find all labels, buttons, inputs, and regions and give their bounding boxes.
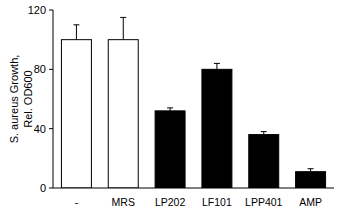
y-tick-label: 80 bbox=[34, 63, 46, 75]
marks bbox=[61, 17, 325, 188]
x-tick-label: - bbox=[75, 196, 79, 208]
x-tick-label: AMP bbox=[299, 196, 322, 208]
chart-container: 0 40 80 120 - MRS LP202 LF101 LPP401 AMP S. aureus… bbox=[0, 0, 339, 222]
y-axis-label: Rel. OD600 bbox=[22, 70, 34, 127]
y-axis-label: S. aureus Growth, bbox=[8, 55, 20, 144]
error-cap bbox=[261, 131, 267, 132]
bar bbox=[202, 69, 232, 188]
x-axis bbox=[53, 188, 334, 189]
x-tick-label: MRS bbox=[112, 196, 135, 208]
error-cap bbox=[120, 17, 126, 18]
bar bbox=[249, 135, 279, 188]
y-tick bbox=[49, 10, 53, 11]
error-cap bbox=[308, 168, 314, 169]
y-axis bbox=[53, 10, 54, 188]
x-tick-label: LF101 bbox=[202, 196, 232, 208]
error-cap bbox=[214, 63, 220, 64]
error-bar bbox=[216, 63, 217, 69]
chart: 0 40 80 120 - MRS LP202 LF101 LPP401 AMP S. aureus… bbox=[0, 0, 339, 222]
y-tick bbox=[49, 188, 53, 189]
bar bbox=[155, 111, 185, 188]
error-cap bbox=[167, 107, 173, 108]
x-tick-label: LPP401 bbox=[245, 196, 283, 208]
y-tick-label: 0 bbox=[40, 182, 46, 194]
error-cap bbox=[73, 24, 79, 25]
y-tick-label: 40 bbox=[34, 123, 46, 135]
bar bbox=[296, 172, 326, 188]
error-bar bbox=[76, 25, 77, 40]
bar bbox=[108, 40, 138, 188]
y-tick bbox=[49, 69, 53, 70]
x-tick-label: LP202 bbox=[155, 196, 186, 208]
bar bbox=[61, 40, 91, 188]
y-tick bbox=[49, 128, 53, 129]
error-bar bbox=[123, 17, 124, 39]
y-tick-label: 120 bbox=[28, 4, 46, 16]
